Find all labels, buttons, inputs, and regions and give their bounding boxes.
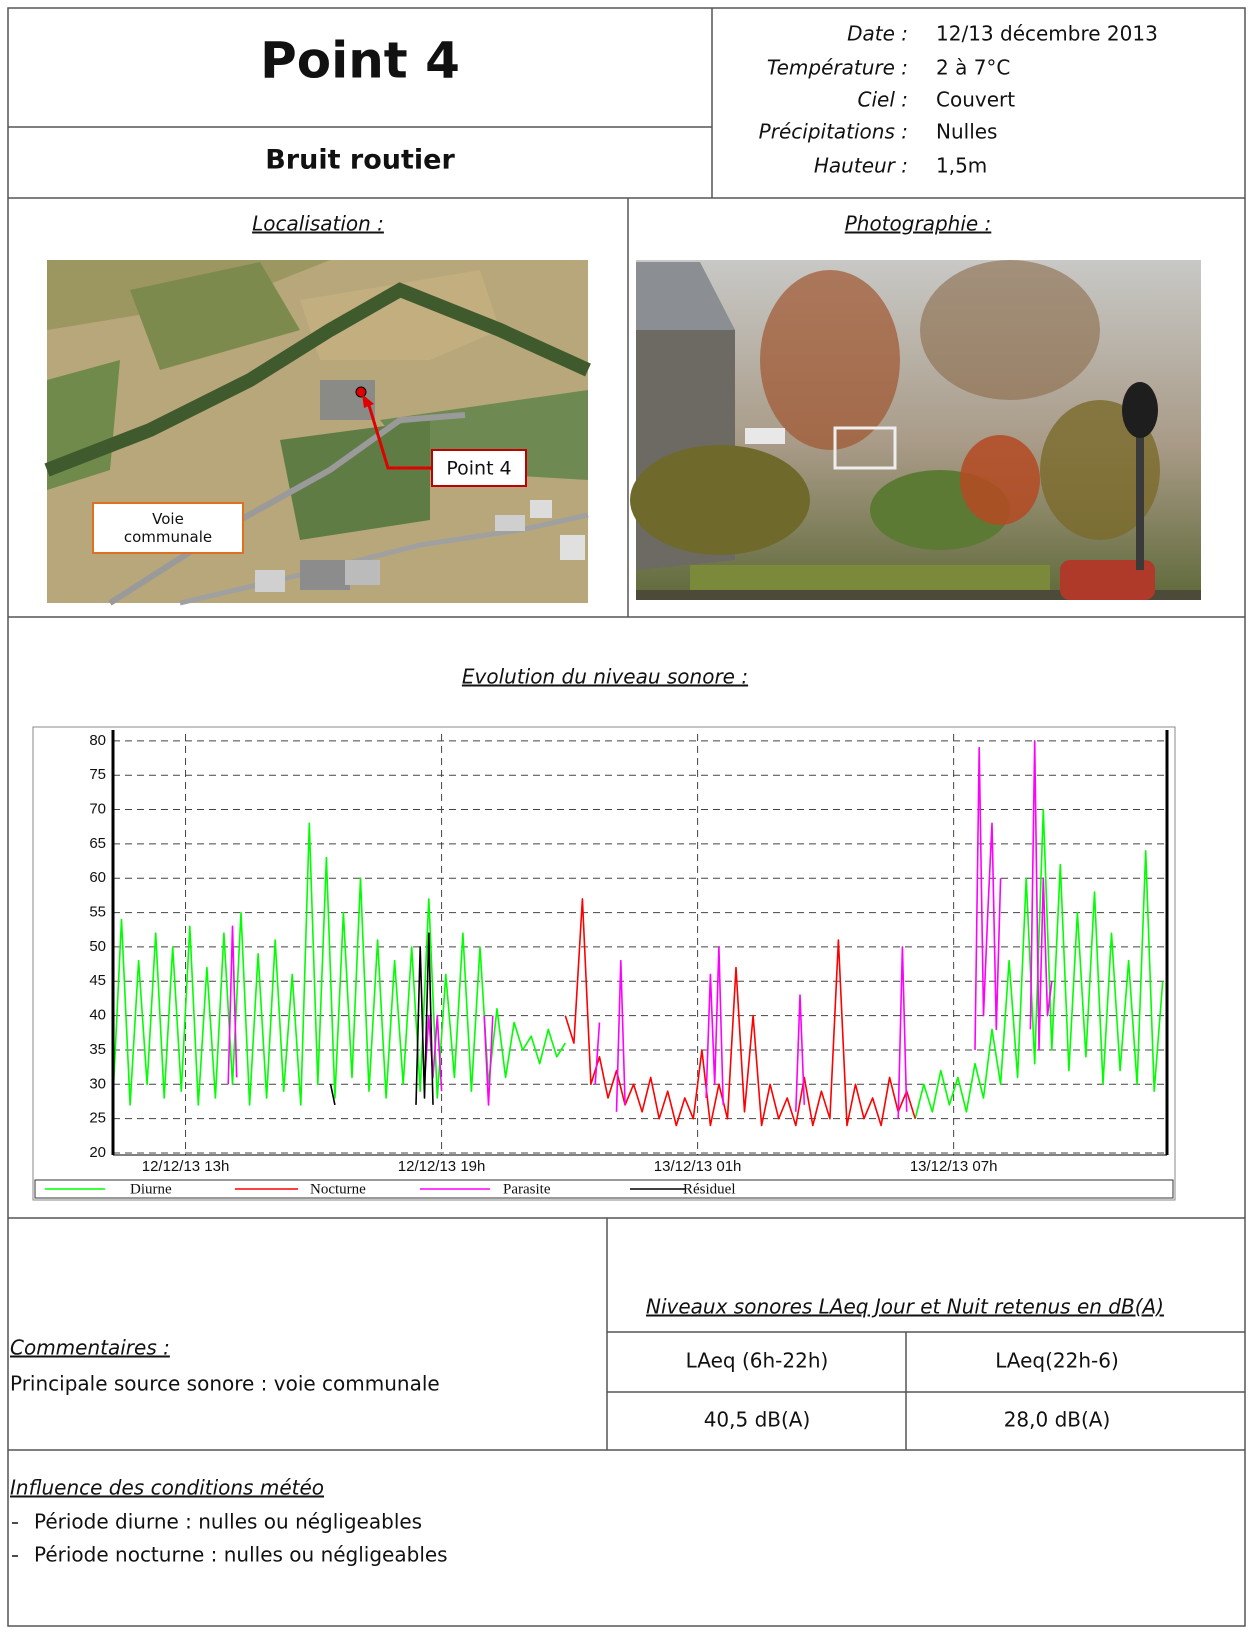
legend: Diurne Nocturne Parasite Résiduel: [45, 1181, 736, 1197]
condition-value: 1,5m: [936, 154, 987, 178]
levels-title: Niveaux sonores LAeq Jour et Nuit retenu…: [646, 1295, 1164, 1319]
condition-label: Précipitations :: [759, 120, 908, 144]
y-tick-label: 70: [89, 801, 106, 818]
chart-heading: Evolution du niveau sonore :: [462, 665, 748, 689]
condition-value: 2 à 7°C: [936, 56, 1010, 80]
legend-label: Parasite: [503, 1181, 551, 1197]
y-tick-label: 45: [89, 972, 106, 989]
y-tick-label: 65: [89, 835, 106, 852]
legend-box: [34, 1179, 1174, 1199]
comments-heading: Commentaires :: [10, 1336, 170, 1360]
condition-label: Date :: [847, 22, 908, 46]
y-tick-label: 55: [89, 904, 106, 921]
title: Point 4: [260, 32, 460, 90]
legend-label: Nocturne: [310, 1181, 366, 1197]
photo-heading: Photographie :: [845, 212, 992, 236]
condition-value: Nulles: [936, 120, 997, 144]
legend-label: Résiduel: [683, 1181, 736, 1197]
meteo-item: Période nocturne : nulles ou négligeable…: [34, 1543, 448, 1567]
levels-header: LAeq(22h-6): [995, 1349, 1119, 1373]
series-line: [329, 932, 434, 1106]
map-label: Point 4: [446, 458, 511, 480]
aerial-map: Point 4 Voie communale: [44, 260, 591, 606]
y-tick-label: 80: [89, 732, 106, 749]
outer-border: [7, 7, 1246, 1627]
y-tick-label: 35: [89, 1041, 106, 1058]
plot: [112, 740, 1164, 1127]
chart-frame: [32, 726, 1176, 1201]
y-tick-label: 75: [89, 766, 106, 783]
y-tick-label: 30: [89, 1075, 106, 1092]
x-tick-label: 12/12/13 13h: [142, 1158, 230, 1175]
y-tick-label: 20: [89, 1144, 106, 1161]
meteo-item: Période diurne : nulles ou négligeables: [34, 1510, 422, 1534]
x-tick-label: 13/12/13 01h: [654, 1158, 742, 1175]
series-line: [564, 898, 916, 1127]
map-label: Voie communale: [124, 510, 212, 546]
axes: 20 25 30 35 40 45 50 55 60 65 70 75 80 12/12/13 13h 12…: [89, 730, 1169, 1175]
site-photo: [630, 260, 1201, 600]
x-tick-label: 12/12/13 19h: [398, 1158, 486, 1175]
location-heading: Localisation :: [252, 212, 384, 236]
levels-value: 28,0 dB(A): [1004, 1408, 1111, 1432]
y-tick-label: 60: [89, 869, 106, 886]
levels-header: LAeq (6h-22h): [686, 1349, 829, 1373]
condition-label: Hauteur :: [814, 154, 908, 178]
condition-value: Couvert: [936, 88, 1015, 112]
meteo-heading: Influence des conditions météo: [10, 1476, 324, 1500]
levels-value: 40,5 dB(A): [704, 1408, 811, 1432]
y-tick-label: 25: [89, 1110, 106, 1127]
grid: [113, 734, 1167, 1155]
comments-text: Principale source sonore : voie communal…: [10, 1372, 440, 1396]
condition-label: Ciel :: [858, 88, 908, 112]
condition-value: 12/13 décembre 2013: [936, 22, 1158, 46]
conditions: Date : 12/13 décembre 2013 Température :…: [759, 22, 1158, 178]
legend-label: Diurne: [130, 1181, 172, 1197]
subtitle: Bruit routier: [265, 145, 455, 176]
y-tick-label: 50: [89, 938, 106, 955]
y-tick-label: 40: [89, 1007, 106, 1024]
x-tick-label: 13/12/13 07h: [910, 1158, 998, 1175]
condition-label: Température :: [767, 56, 908, 80]
